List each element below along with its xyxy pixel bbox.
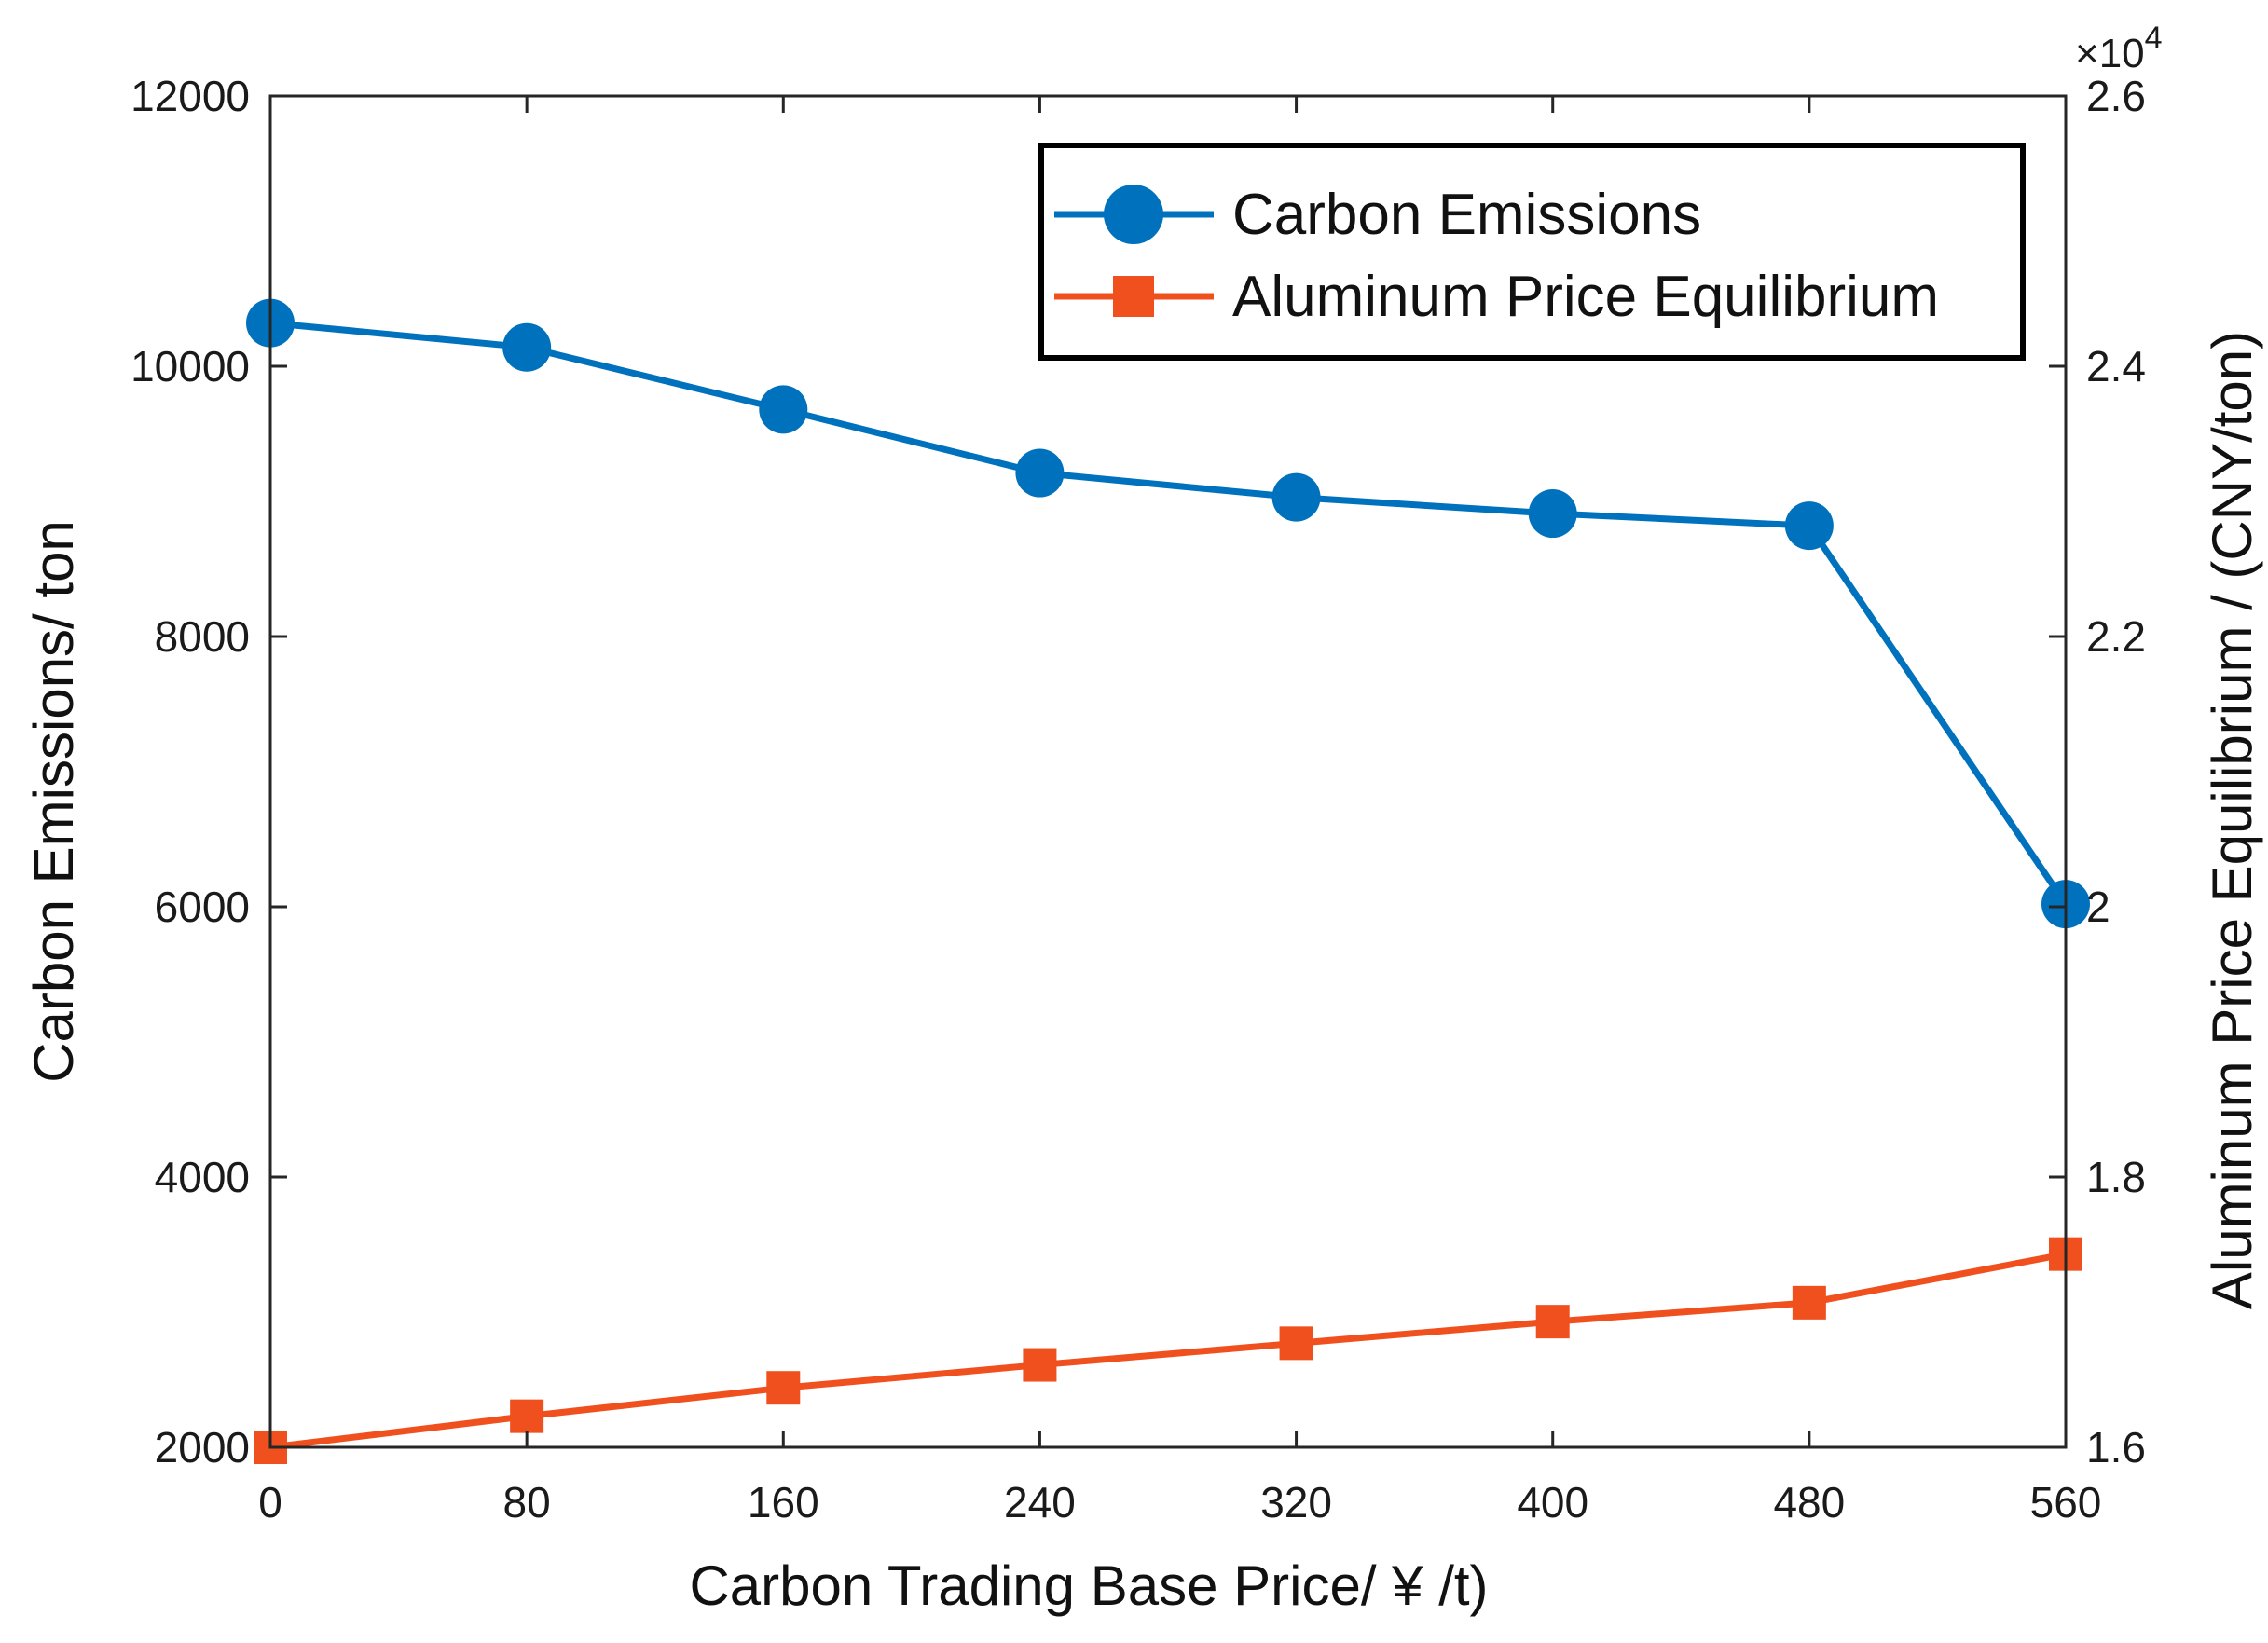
x-tick-label: 480 [1773,1478,1845,1527]
right-y-tick-label: 2 [2086,883,2110,931]
data-point-aluminum-price-equilibrium [510,1399,544,1433]
data-point-aluminum-price-equilibrium [1535,1305,1570,1339]
series-line-aluminum-price-equilibrium [269,1251,2067,1451]
left-y-tick-label: 4000 [155,1153,250,1201]
legend: Carbon Emissions Aluminum Price Equilibr… [1038,143,2026,361]
data-point-carbon-emissions [502,322,552,372]
left-y-tick-label: 8000 [155,612,250,661]
x-axis-title: Carbon Trading Base Price/ ¥ /t) [689,1554,1488,1617]
left-y-axis-title: Carbon Emissions/ ton [22,520,85,1083]
data-point-aluminum-price-equilibrium [1279,1326,1313,1361]
data-point-carbon-emissions [1015,448,1065,498]
legend-marker-carbon-emissions [1104,185,1163,244]
right-y-tick-label: 2.2 [2086,612,2146,661]
x-tick-label: 80 [503,1478,551,1527]
plot-frame [268,94,2068,1449]
right-y-tick-label: 1.8 [2086,1153,2146,1201]
data-point-carbon-emissions [1784,501,1834,551]
left-y-tick-label: 6000 [155,883,250,931]
right-y-tick-label: 2.4 [2086,342,2146,390]
right-y-tick-label: 1.6 [2086,1423,2146,1472]
right-y-axis-title: Aluminum Price Equilibrium / (CNY/ton) [2201,331,2263,1309]
right-axis-multiplier: ×10 [2075,31,2145,76]
data-point-aluminum-price-equilibrium [1792,1285,1826,1320]
x-tick-label: 0 [258,1478,282,1527]
right-axis-exponent-label: ×104 [2075,21,2163,76]
legend-box [1038,143,2026,361]
x-tick-label: 400 [1517,1478,1588,1527]
right-axis-exponent: 4 [2145,21,2163,56]
x-tick-label: 160 [748,1478,819,1527]
left-y-tick-label: 12000 [131,72,250,120]
left-y-tick-label: 2000 [155,1423,250,1472]
legend-label-carbon-emissions: Carbon Emissions [1232,183,1701,247]
legend-label-aluminum-price: Aluminum Price Equilibrium [1232,265,1939,329]
data-point-aluminum-price-equilibrium [766,1371,801,1405]
x-tick-label: 560 [2030,1478,2102,1527]
series-line-carbon-emissions [269,320,2069,907]
x-tick-label: 320 [1260,1478,1332,1527]
data-point-aluminum-price-equilibrium [1023,1348,1057,1382]
series-layer [246,298,2090,1464]
left-y-tick-label: 10000 [131,342,250,390]
legend-marker-aluminum-price [1113,276,1154,317]
data-point-carbon-emissions [1271,472,1321,522]
axes-layer: 0 80 160 240 320 400 480 560 2000 4000 6000 8000 100… [131,72,2146,1527]
data-point-carbon-emissions [759,385,808,434]
x-tick-label: 240 [1004,1478,1076,1527]
right-y-tick-label: 2.6 [2086,72,2146,120]
data-point-carbon-emissions [1528,489,1577,539]
